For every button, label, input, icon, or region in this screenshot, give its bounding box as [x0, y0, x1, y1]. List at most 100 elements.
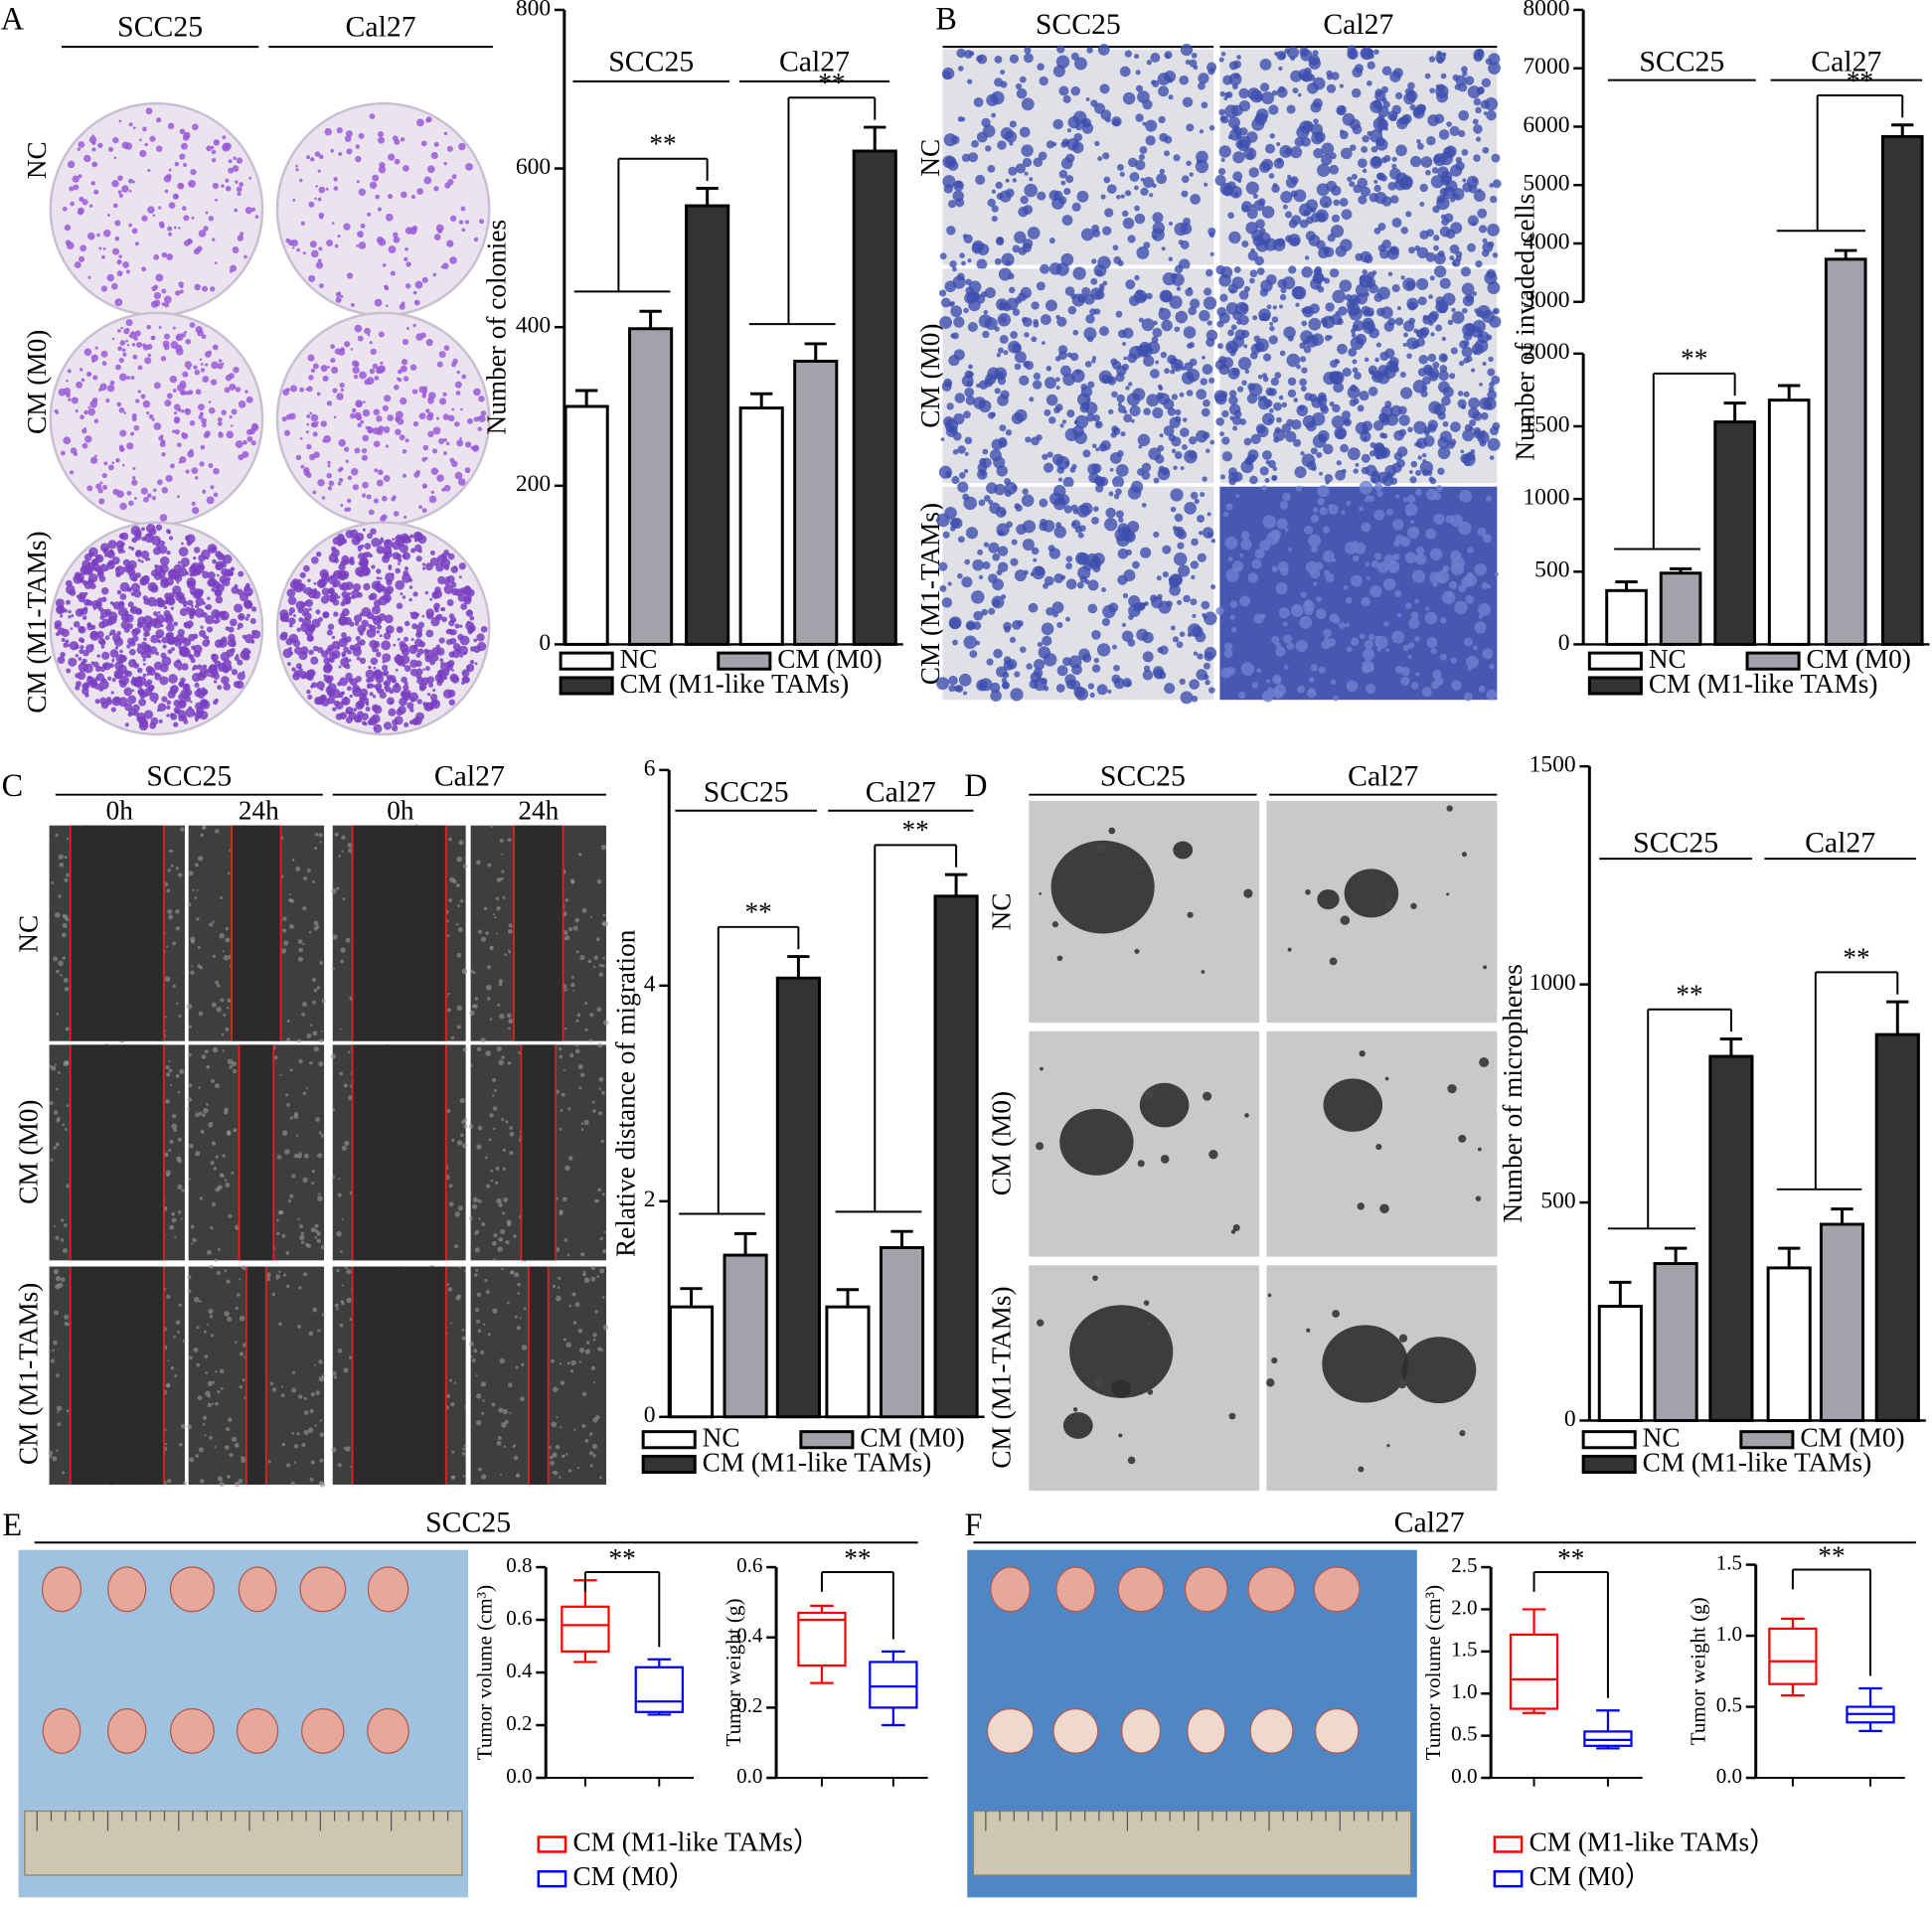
colony: [367, 494, 372, 499]
colony: [305, 599, 313, 607]
cell-blot: [1200, 378, 1207, 385]
cell-blot: [1222, 451, 1232, 461]
colony: [436, 648, 444, 656]
colony: [251, 440, 256, 445]
colony: [167, 394, 173, 399]
colony: [346, 460, 349, 463]
texture: [56, 1013, 59, 1016]
cell-blot: [1241, 330, 1249, 338]
colony: [306, 430, 309, 433]
cell-blot: [1238, 692, 1245, 699]
colony: [312, 491, 316, 495]
colony: [313, 431, 318, 436]
colony: [201, 550, 210, 558]
cell-blot: [1234, 266, 1241, 273]
cell-blot: [1346, 501, 1351, 506]
photo: [942, 50, 1213, 265]
cell-blot: [1336, 245, 1347, 256]
colony: [211, 146, 214, 149]
cell-blot: [1365, 254, 1373, 263]
colony: [188, 183, 192, 187]
colony: [119, 680, 127, 688]
cell-blot: [1412, 569, 1425, 582]
cell-blot: [1466, 656, 1479, 669]
texture: [203, 826, 206, 829]
texture: [49, 1455, 52, 1458]
colony: [370, 593, 377, 600]
cell-blot: [1064, 461, 1069, 466]
colony: [119, 374, 127, 382]
cell-blot: [1181, 691, 1194, 704]
cell-blot: [1177, 543, 1184, 550]
texture: [301, 1232, 304, 1235]
cell-blot: [1418, 355, 1428, 365]
cell-blot: [1029, 603, 1039, 613]
colony: [386, 214, 394, 222]
colony: [196, 326, 203, 333]
colony: [395, 683, 400, 688]
cell-blot: [1184, 502, 1197, 515]
colony: [222, 144, 230, 152]
colony: [303, 251, 306, 254]
colony: [394, 385, 400, 391]
cell-blot: [1359, 506, 1364, 511]
cell-blot: [1376, 491, 1383, 498]
cell-blot: [1191, 539, 1199, 547]
texture: [317, 1239, 321, 1243]
colony: [145, 632, 150, 637]
colony: [355, 156, 361, 162]
cell-blot: [1277, 519, 1288, 530]
cell-blot: [1355, 64, 1364, 73]
texture: [289, 893, 291, 895]
cell-blot: [979, 400, 983, 404]
cell-blot: [1164, 135, 1172, 143]
texture: [56, 1088, 59, 1091]
cell-blot: [1063, 95, 1071, 103]
colony: [326, 239, 333, 246]
colony: [461, 682, 464, 685]
texture: [61, 1277, 65, 1281]
cell-blot: [1140, 188, 1148, 196]
colony: [395, 416, 400, 421]
cell-blot: [988, 412, 995, 419]
texture: [61, 1238, 65, 1242]
cell-blot: [1173, 154, 1180, 161]
cell-blot: [1170, 488, 1183, 501]
colony: [231, 648, 236, 653]
colony: [373, 695, 376, 698]
colony: [99, 615, 104, 620]
cell-blot: [1057, 494, 1069, 506]
cell-blot: [1465, 323, 1475, 333]
texture: [169, 1225, 174, 1230]
colony: [168, 674, 178, 684]
colony: [327, 400, 332, 405]
cell-blot: [1062, 657, 1071, 666]
colony: [251, 630, 256, 635]
cell-blot: [1228, 472, 1239, 483]
cell-blot: [1291, 176, 1299, 184]
cell-blot: [971, 590, 985, 604]
texture: [58, 1071, 61, 1074]
colony: [130, 432, 134, 436]
cell-blot: [1190, 172, 1194, 176]
colony: [311, 556, 319, 564]
colony: [337, 127, 343, 133]
colony: [441, 616, 447, 622]
colony: [92, 375, 97, 380]
texture: [189, 871, 194, 875]
cell-blot: [995, 56, 1003, 64]
colony: [173, 621, 178, 626]
colony: [324, 128, 332, 136]
cell-blot: [984, 378, 993, 387]
cell-blot: [1302, 453, 1316, 467]
colony: [402, 165, 409, 172]
colony: [362, 493, 366, 497]
colony: [372, 705, 379, 712]
texture: [64, 1223, 68, 1227]
cell-blot: [1417, 247, 1428, 258]
colony: [477, 642, 486, 651]
colony: [158, 640, 161, 643]
cell-blot: [1147, 60, 1152, 65]
cell-blot: [1175, 451, 1183, 459]
colony: [439, 658, 443, 662]
